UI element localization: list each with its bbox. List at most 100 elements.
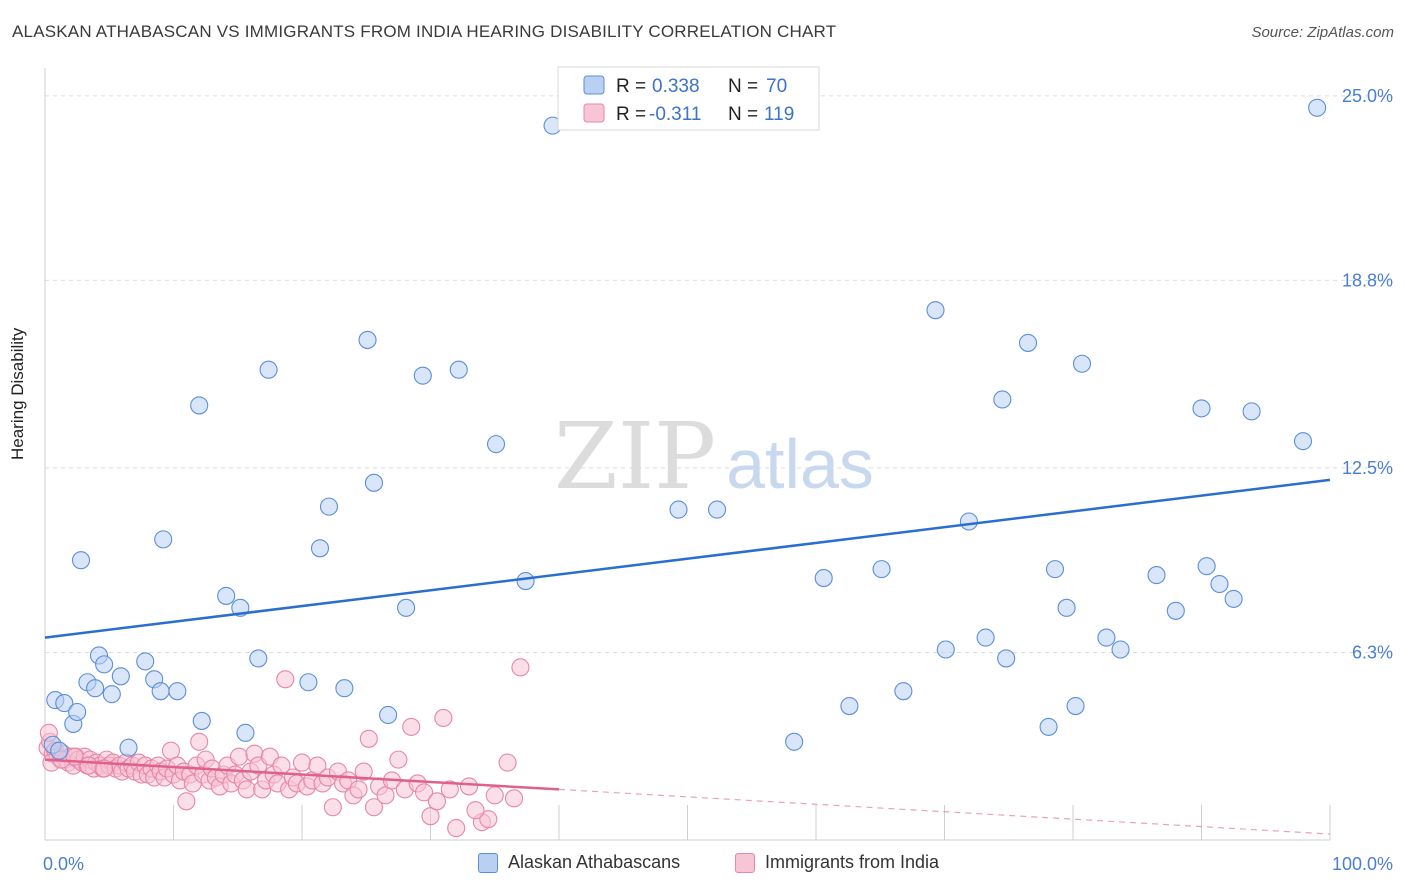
data-point-india <box>498 753 517 772</box>
data-point-india <box>354 762 373 781</box>
data-point-athabascan <box>1111 640 1130 659</box>
data-point-india <box>276 670 295 689</box>
trend-lines <box>44 478 1331 835</box>
legend-swatch-pink <box>583 103 605 123</box>
data-point-athabascan <box>926 301 945 320</box>
data-point-athabascan <box>364 473 384 492</box>
legend: R = 0.338 N = 70 R = -0.311 N = 119 <box>557 66 820 131</box>
chart-title: ALASKAN ATHABASCAN VS IMMIGRANTS FROM IN… <box>12 22 837 41</box>
data-point-athabascan <box>236 723 255 742</box>
data-point-athabascan <box>1097 628 1116 647</box>
watermark: ZIP atlas <box>554 403 874 510</box>
data-point-athabascan <box>1210 574 1229 594</box>
data-point-athabascan <box>1066 697 1085 716</box>
data-point-india <box>237 780 256 799</box>
trend-line-india <box>44 758 560 791</box>
data-point-athabascan <box>136 652 155 671</box>
x-tick-label: 100.0% <box>1332 854 1393 874</box>
data-point-athabascan <box>335 679 354 698</box>
data-point-athabascan <box>1045 560 1065 579</box>
data-point-athabascan <box>1166 601 1185 620</box>
data-point-india <box>359 729 378 748</box>
data-point-athabascan <box>516 571 535 591</box>
data-point-india <box>479 810 498 829</box>
data-point-athabascan <box>814 569 833 588</box>
data-point-athabascan <box>55 694 74 713</box>
data-point-india <box>447 819 466 838</box>
data-point-athabascan <box>1057 598 1076 617</box>
data-point-india <box>323 798 342 817</box>
data-point-india <box>485 786 504 805</box>
tick-labels: 6.3% 12.5% 18.8% 25.0% 0.0% 100.0% <box>43 86 1393 874</box>
x-tick-label: 0.0% <box>43 854 84 874</box>
data-point-athabascan <box>1018 333 1038 352</box>
data-point-athabascan <box>154 530 173 549</box>
legend-item-immigrants-from-india[interactable]: Immigrants from India <box>735 852 939 873</box>
data-point-india <box>79 756 98 775</box>
data-point-india <box>161 741 180 760</box>
legend-n-label-1: N = <box>728 76 758 97</box>
data-point-india <box>440 780 459 799</box>
data-point-athabascan <box>976 628 995 647</box>
data-point-athabascan <box>299 673 318 692</box>
data-point-athabascan <box>1147 566 1166 585</box>
data-point-athabascan <box>669 500 688 519</box>
data-point-athabascan <box>486 435 506 454</box>
data-point-athabascan <box>1039 717 1058 736</box>
data-point-athabascan <box>785 732 804 751</box>
data-point-athabascan <box>413 366 432 385</box>
data-point-athabascan <box>249 649 268 668</box>
watermark-atlas: atlas <box>726 425 874 503</box>
data-point-athabascan <box>217 586 236 605</box>
data-point-athabascan <box>68 702 87 722</box>
data-point-athabascan <box>993 390 1012 409</box>
y-axis-label: Hearing Disability <box>8 327 27 460</box>
legend-label: Immigrants from India <box>765 852 940 872</box>
legend-n-value-1: 70 <box>766 76 787 97</box>
data-point-athabascan <box>50 741 69 760</box>
data-point-athabascan <box>936 640 955 659</box>
data-point-india <box>434 708 453 728</box>
legend-r-label-1: R = <box>616 76 646 97</box>
data-point-india <box>308 756 327 775</box>
data-point-athabascan <box>358 330 377 349</box>
legend-swatch-blue <box>583 75 605 95</box>
data-point-athabascan <box>119 738 138 757</box>
legend-r-label-2: R = <box>616 104 646 125</box>
watermark-zip: ZIP <box>554 403 716 510</box>
data-point-athabascan <box>168 682 187 701</box>
data-point-athabascan <box>872 560 891 579</box>
data-point-athabascan <box>1072 354 1092 373</box>
data-point-india <box>466 801 485 820</box>
source-label: Source: ZipAtlas.com <box>1251 24 1394 41</box>
data-point-india <box>349 780 368 799</box>
data-point-india <box>415 783 434 802</box>
data-point-athabascan <box>1308 98 1327 117</box>
y-tick-label: 18.8% <box>1342 270 1393 290</box>
data-point-india <box>421 807 440 826</box>
data-point-india <box>292 753 312 772</box>
data-point-athabascan <box>379 705 398 725</box>
data-point-athabascan <box>959 512 978 531</box>
trend-line-athabascan <box>44 478 1331 639</box>
data-point-athabascan <box>192 711 211 730</box>
data-point-athabascan <box>319 497 339 516</box>
y-tick-label: 12.5% <box>1342 458 1393 478</box>
data-point-athabascan <box>1224 589 1243 608</box>
data-point-athabascan <box>111 667 130 686</box>
data-point-india <box>177 792 196 811</box>
data-point-athabascan <box>190 396 209 415</box>
data-point-athabascan <box>151 682 170 701</box>
legend-item-alaskan-athabascans[interactable]: Alaskan Athabascans <box>478 852 680 873</box>
data-point-athabascan <box>102 685 121 704</box>
data-point-athabascan <box>708 500 727 519</box>
data-point-india <box>402 717 421 736</box>
data-point-india <box>427 792 446 811</box>
data-point-athabascan <box>310 539 330 558</box>
y-tick-label: 25.0% <box>1342 86 1393 106</box>
data-point-athabascan <box>894 682 913 701</box>
legend-r-value-2: -0.311 <box>649 104 701 125</box>
trend-line-india-extrapolated <box>558 788 1331 835</box>
series-alaskan-athabascans <box>43 86 1327 760</box>
